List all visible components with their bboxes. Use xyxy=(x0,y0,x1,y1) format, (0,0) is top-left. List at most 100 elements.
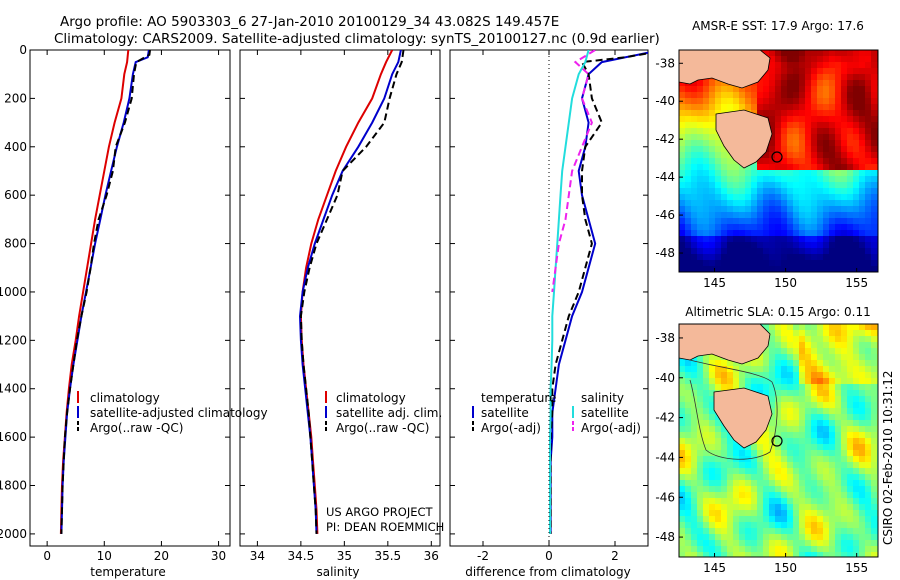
map-cell xyxy=(691,516,698,523)
map-cell xyxy=(805,86,812,93)
map-cell xyxy=(817,122,824,129)
map-cell xyxy=(805,354,812,361)
map-cell xyxy=(859,510,866,517)
map-cell xyxy=(841,98,848,105)
map-cell xyxy=(865,218,872,225)
map-cell xyxy=(775,324,782,331)
map-cell xyxy=(811,254,818,261)
map-cell xyxy=(871,438,878,445)
map-cell xyxy=(823,528,830,535)
map-cell xyxy=(805,104,812,111)
map-cell xyxy=(691,456,698,463)
map-cell xyxy=(763,372,770,379)
map-cell xyxy=(817,378,824,385)
map-cell xyxy=(865,396,872,403)
map-cell xyxy=(817,432,824,439)
map-cell xyxy=(715,462,722,469)
map-cell xyxy=(679,80,686,87)
map-cell xyxy=(691,384,698,391)
map-cell xyxy=(859,254,866,261)
map-cell xyxy=(751,254,758,261)
map-cell xyxy=(865,50,872,57)
map-cell xyxy=(835,236,842,243)
map-cell xyxy=(793,86,800,93)
map-cell xyxy=(787,74,794,81)
map-cell xyxy=(817,438,824,445)
map-cell xyxy=(703,242,710,249)
map-cell xyxy=(697,432,704,439)
map-cell xyxy=(793,104,800,111)
map-cell xyxy=(775,128,782,135)
map-cell xyxy=(685,110,692,117)
map-cell xyxy=(697,80,704,87)
map-cell xyxy=(691,450,698,457)
map-cell xyxy=(865,480,872,487)
map-cell xyxy=(799,408,806,415)
map-cell xyxy=(871,324,878,331)
x-tick-label: 35.5 xyxy=(374,549,401,563)
map-cell xyxy=(841,254,848,261)
map-cell xyxy=(811,212,818,219)
map-cell xyxy=(835,486,842,493)
map-cell xyxy=(751,552,758,557)
map-cell xyxy=(853,510,860,517)
map-cell xyxy=(793,182,800,189)
map-cell xyxy=(751,200,758,207)
map-cell xyxy=(865,426,872,433)
map-cell xyxy=(799,98,806,105)
map-cell xyxy=(781,116,788,123)
map-cell xyxy=(793,408,800,415)
map-cell xyxy=(799,206,806,213)
map-cell xyxy=(829,468,836,475)
map-cell xyxy=(685,200,692,207)
map-cell xyxy=(769,134,776,141)
map-cell xyxy=(805,62,812,69)
map-cell xyxy=(775,516,782,523)
map-cell xyxy=(799,474,806,481)
map-cell xyxy=(823,158,830,165)
map-cell xyxy=(715,182,722,189)
map-cell xyxy=(787,450,794,457)
map-cell xyxy=(829,182,836,189)
map-cell xyxy=(793,432,800,439)
map-cell xyxy=(703,372,710,379)
map-cell xyxy=(823,242,830,249)
map-cell xyxy=(763,260,770,267)
map-cell xyxy=(775,510,782,517)
map-cell xyxy=(865,254,872,261)
map-cell xyxy=(841,200,848,207)
map-cell xyxy=(829,158,836,165)
map-cell xyxy=(715,492,722,499)
map-cell xyxy=(709,462,716,469)
series-line-salinity-argo-adj xyxy=(551,50,596,293)
map-cell xyxy=(793,68,800,75)
map-cell xyxy=(703,110,710,117)
map-cell xyxy=(805,164,812,171)
map-cell xyxy=(715,360,722,367)
map-cell xyxy=(829,390,836,397)
map-cell xyxy=(751,206,758,213)
map-cell xyxy=(871,420,878,427)
map-cell xyxy=(841,540,848,547)
map-cell xyxy=(703,492,710,499)
map-cell xyxy=(871,86,878,93)
map-cell xyxy=(679,504,686,511)
map-cell xyxy=(811,182,818,189)
map-cell xyxy=(823,200,830,207)
map-cell xyxy=(829,396,836,403)
map-cell xyxy=(721,432,728,439)
map-cell xyxy=(811,456,818,463)
map-cell xyxy=(733,486,740,493)
map-cell xyxy=(727,224,734,231)
map-cell xyxy=(871,498,878,505)
map-cell xyxy=(781,480,788,487)
map-cell xyxy=(871,242,878,249)
map-cell xyxy=(685,492,692,499)
map-cell xyxy=(727,438,734,445)
map-cell xyxy=(751,468,758,475)
map-cell xyxy=(829,104,836,111)
map-cell xyxy=(781,110,788,117)
map-cell xyxy=(745,462,752,469)
map-cell xyxy=(823,146,830,153)
map-cell xyxy=(787,122,794,129)
